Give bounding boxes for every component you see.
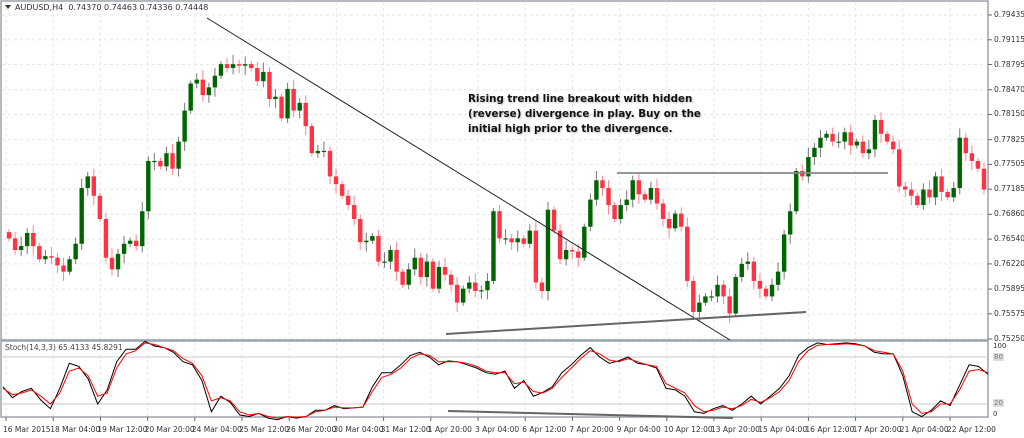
price-tick-label: 0.77185 bbox=[994, 184, 1024, 194]
time-tick-label: 1 Apr 20:00 bbox=[427, 425, 472, 434]
price-tick-label: 0.75575 bbox=[994, 308, 1024, 318]
time-tick-label: 17 Apr 20:00 bbox=[852, 425, 902, 434]
time-tick-label: 22 Apr 12:00 bbox=[947, 425, 996, 434]
time-tick-label: 24 Mar 04:00 bbox=[191, 425, 242, 434]
time-tick-label: 25 Mar 12:00 bbox=[239, 425, 290, 434]
descending-trendline bbox=[206, 17, 731, 341]
time-tick-label: 7 Apr 20:00 bbox=[569, 425, 614, 434]
time-tick-label: 15 Apr 04:00 bbox=[758, 425, 808, 434]
price-tick-label: 0.78470 bbox=[994, 84, 1024, 94]
time-tick-label: 16 Mar 2015 bbox=[3, 425, 51, 434]
price-tick-label: 0.78795 bbox=[994, 59, 1024, 69]
time-tick-label: 26 Mar 20:00 bbox=[286, 425, 337, 434]
price-tick-label: 0.77825 bbox=[994, 134, 1024, 144]
stoch-level-80: 80 bbox=[993, 353, 1004, 361]
drawn-trendlines bbox=[206, 17, 888, 419]
price-tick-label: 0.79435 bbox=[994, 10, 1024, 19]
candlestick-series bbox=[6, 54, 987, 323]
price-tick-label: 0.76860 bbox=[994, 209, 1024, 219]
time-tick-label: 6 Apr 12:00 bbox=[522, 425, 567, 434]
time-tick-label: 30 Mar 04:00 bbox=[333, 425, 384, 434]
price-tick-label: 0.76220 bbox=[994, 258, 1024, 268]
price-tick-label: 0.75895 bbox=[994, 284, 1024, 294]
time-tick-label: 20 Mar 20:00 bbox=[144, 425, 195, 434]
rising-support-line bbox=[445, 311, 807, 335]
price-tick-label: 0.76540 bbox=[994, 234, 1024, 244]
time-tick-label: 18 Mar 04:00 bbox=[50, 425, 101, 434]
stoch-level-0: 0 bbox=[993, 410, 998, 418]
time-tick-label: 9 Apr 04:00 bbox=[616, 425, 661, 434]
time-tick-label: 16 Apr 12:00 bbox=[805, 425, 855, 434]
chart-frames bbox=[0, 0, 989, 418]
symbol-label: AUDUSD,H4 bbox=[15, 3, 64, 12]
ohlc-values: 0.74370 0.74463 0.74336 0.74448 bbox=[68, 3, 209, 12]
time-tick-label: 31 Mar 12:00 bbox=[380, 425, 431, 434]
time-tick-label: 10 Apr 12:00 bbox=[663, 425, 713, 434]
time-tick-label: 3 Apr 04:00 bbox=[475, 425, 520, 434]
time-tick-label: 19 Mar 12:00 bbox=[97, 425, 148, 434]
price-tick-label: 0.79115 bbox=[994, 34, 1024, 44]
stochastic-oscillator bbox=[2, 340, 989, 421]
annotation-text: Rising trend line breakout with hidden (… bbox=[468, 93, 701, 135]
price-tick-label: 0.75250 bbox=[994, 334, 1024, 343]
stoch-label: Stoch(14,3,3) 65.4133 45.8291 bbox=[5, 343, 123, 352]
collapse-triangle-icon[interactable] bbox=[5, 5, 11, 9]
stoch-level-20: 20 bbox=[993, 399, 1004, 407]
price-tick-label: 0.77505 bbox=[994, 159, 1024, 169]
chart-header: AUDUSD,H4 0.74370 0.74463 0.74336 0.7444… bbox=[5, 3, 208, 12]
stoch-divergence-line bbox=[447, 410, 734, 419]
axis-ticks bbox=[5, 14, 992, 421]
price-tick-label: 0.78150 bbox=[994, 109, 1024, 119]
time-tick-label: 21 Apr 04:00 bbox=[899, 425, 949, 434]
time-tick-label: 13 Apr 20:00 bbox=[711, 425, 760, 434]
stoch-level-100: 100 bbox=[993, 342, 1007, 350]
